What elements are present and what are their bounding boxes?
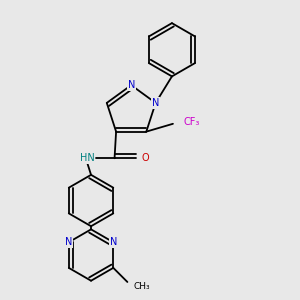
- Text: N: N: [128, 80, 135, 90]
- Text: CH₃: CH₃: [134, 282, 150, 291]
- Text: HN: HN: [80, 153, 94, 163]
- Text: O: O: [141, 153, 149, 163]
- Text: N: N: [110, 237, 117, 247]
- Text: N: N: [152, 98, 159, 108]
- Text: CF₃: CF₃: [184, 117, 200, 127]
- Text: N: N: [65, 237, 73, 247]
